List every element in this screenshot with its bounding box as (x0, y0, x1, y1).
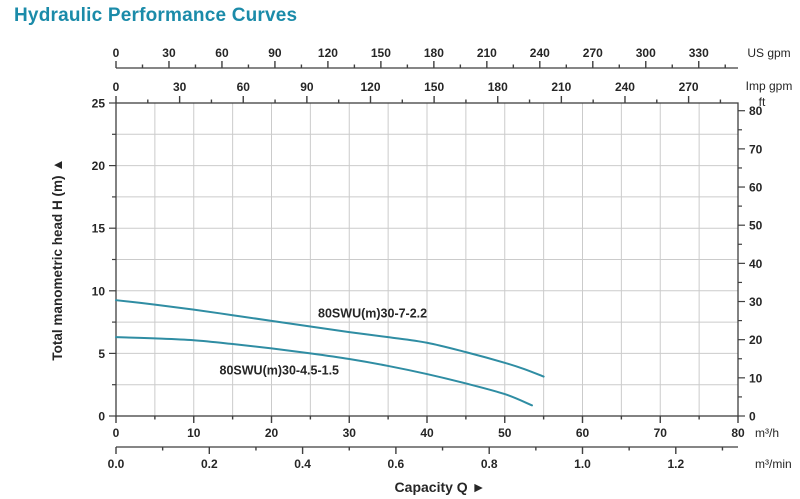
svg-text:m³/h: m³/h (755, 426, 779, 440)
svg-text:80: 80 (749, 104, 763, 118)
svg-text:m³/min: m³/min (755, 457, 792, 471)
svg-text:US gpm: US gpm (747, 46, 790, 60)
curve-label: 80SWU(m)30-7-2.2 (318, 307, 427, 321)
svg-text:70: 70 (749, 142, 763, 156)
svg-text:Capacity Q ►: Capacity Q ► (395, 479, 486, 495)
x-axis-m-min: 0.0 0.2 0.4 0.6 0.8 1.0 1.2 m³/min (108, 446, 792, 471)
svg-text:150: 150 (371, 46, 391, 60)
svg-text:120: 120 (360, 80, 380, 94)
svg-text:330: 330 (689, 46, 709, 60)
svg-text:20: 20 (749, 333, 763, 347)
svg-text:0.6: 0.6 (388, 457, 405, 471)
svg-text:270: 270 (679, 80, 699, 94)
curve-series-2: 80SWU(m)30-4.5-1.5 (115, 336, 533, 407)
svg-text:0.2: 0.2 (201, 457, 218, 471)
svg-text:30: 30 (162, 46, 176, 60)
svg-text:25: 25 (92, 97, 106, 111)
svg-text:90: 90 (300, 80, 314, 94)
svg-text:210: 210 (551, 80, 571, 94)
svg-text:20: 20 (265, 426, 279, 440)
svg-text:70: 70 (654, 426, 668, 440)
svg-text:60: 60 (215, 46, 229, 60)
svg-text:270: 270 (583, 46, 603, 60)
svg-text:0: 0 (749, 410, 756, 424)
x-axis-us-gpm: 0 30 60 90 120 150 180 210 240 270 300 330 US gpm (113, 46, 791, 69)
svg-text:0: 0 (113, 80, 120, 94)
svg-text:30: 30 (749, 295, 763, 309)
svg-text:0: 0 (113, 46, 120, 60)
svg-text:10: 10 (749, 371, 763, 385)
grid (116, 103, 738, 416)
page-title: Hydraulic Performance Curves (14, 5, 298, 26)
svg-text:10: 10 (92, 284, 106, 298)
svg-text:0: 0 (113, 426, 120, 440)
curve-label: 80SWU(m)30-4.5-1.5 (220, 364, 340, 378)
svg-text:50: 50 (749, 219, 763, 233)
svg-text:150: 150 (424, 80, 444, 94)
performance-curve (115, 336, 533, 407)
svg-text:10: 10 (187, 426, 201, 440)
svg-text:60: 60 (749, 181, 763, 195)
svg-text:0.4: 0.4 (294, 457, 311, 471)
svg-text:0.8: 0.8 (481, 457, 498, 471)
svg-text:20: 20 (92, 159, 106, 173)
svg-text:300: 300 (636, 46, 656, 60)
svg-text:120: 120 (318, 46, 338, 60)
svg-text:240: 240 (615, 80, 635, 94)
svg-text:15: 15 (92, 222, 106, 236)
svg-text:0.0: 0.0 (108, 457, 125, 471)
curve-series-1: 80SWU(m)30-7-2.2 (115, 299, 545, 378)
svg-text:80: 80 (731, 426, 745, 440)
x-axis-m3-h: 0 10 20 30 40 50 60 70 80 m³/h Capacity Q ► (113, 416, 779, 495)
svg-text:Total manometric head H (m) ▲: Total manometric head H (m) ▲ (50, 158, 65, 360)
y-axis-head-m: 0 5 10 15 20 25 Total manometric head H (m) ▲ (50, 97, 116, 424)
svg-text:1.2: 1.2 (667, 457, 684, 471)
svg-text:30: 30 (343, 426, 357, 440)
svg-text:40: 40 (749, 257, 763, 271)
svg-text:90: 90 (268, 46, 282, 60)
svg-text:60: 60 (576, 426, 590, 440)
x-axis-imp-gpm: 0 30 60 90 120 150 180 210 240 270 Imp gpm (113, 79, 793, 103)
svg-text:210: 210 (477, 46, 497, 60)
svg-text:0: 0 (98, 410, 105, 424)
svg-text:ft: ft (759, 95, 766, 109)
svg-text:180: 180 (488, 80, 508, 94)
svg-text:240: 240 (530, 46, 550, 60)
svg-text:30: 30 (173, 80, 187, 94)
svg-text:Imp gpm: Imp gpm (746, 79, 793, 93)
svg-text:40: 40 (420, 426, 434, 440)
performance-curve (115, 299, 545, 378)
svg-text:1.0: 1.0 (574, 457, 591, 471)
svg-text:50: 50 (498, 426, 512, 440)
svg-text:60: 60 (237, 80, 251, 94)
svg-text:180: 180 (424, 46, 444, 60)
svg-text:5: 5 (98, 347, 105, 361)
